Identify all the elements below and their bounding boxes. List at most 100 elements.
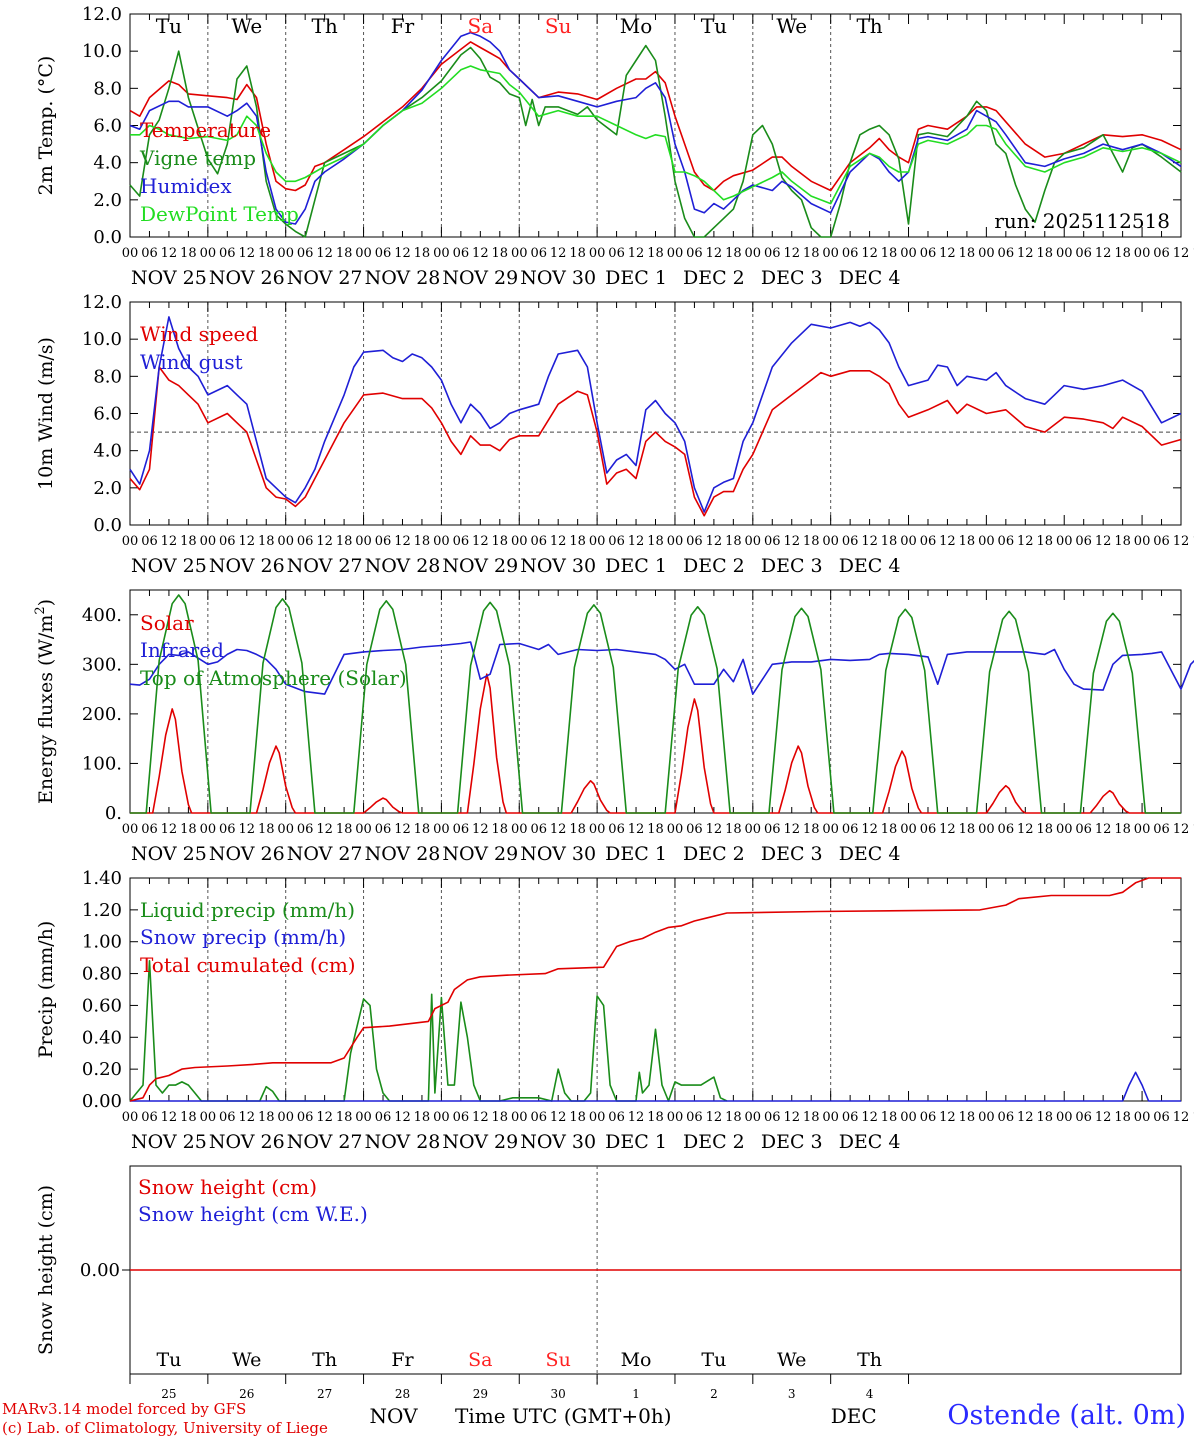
weekday-label: Tu <box>701 14 727 38</box>
legend-entry: Humidex <box>140 174 232 198</box>
hour-tick-label: 12 <box>783 822 800 837</box>
date-label: NOV 29 <box>442 555 518 577</box>
hour-tick-label: 06 <box>686 246 703 261</box>
y-axis-label-part: Energy fluxes (W/m <box>35 615 57 804</box>
date-label: NOV 25 <box>131 555 207 577</box>
hour-tick-label: 06 <box>1153 534 1170 549</box>
y-tick-label: 4.0 <box>93 153 122 174</box>
hour-tick-label: 12 <box>394 246 411 261</box>
hour-tick-label: 12 <box>1095 246 1112 261</box>
hour-tick-label: 18 <box>492 822 509 837</box>
y-tick-label: 12.0 <box>82 292 122 313</box>
day-number-label: 26 <box>239 1387 254 1401</box>
date-label: NOV 26 <box>209 1131 285 1153</box>
hour-tick-label: 18 <box>1192 534 1194 549</box>
hour-tick-label: 18 <box>336 246 353 261</box>
hour-tick-label: 06 <box>764 1110 781 1125</box>
hour-tick-label: 18 <box>258 534 275 549</box>
panel-precip: 00 06 12 18 00 06 12 18 00 06 12 18 00 06 12 18 00 06 12 18… <box>35 868 1194 1153</box>
hour-tick-label: 18 <box>647 246 664 261</box>
month-label-dec: DEC <box>831 1404 877 1428</box>
hour-tick-label: 18 <box>647 534 664 549</box>
date-label: NOV 30 <box>520 267 596 289</box>
y-tick-label: 1.40 <box>82 868 122 889</box>
hour-tick-label: 00 <box>433 1110 450 1125</box>
hour-tick-label: 00 <box>822 1110 839 1125</box>
hour-tick-label: 12 <box>939 246 956 261</box>
panel-snow-height: 0.00 Snow height (cm) Snow height (cm) Snow… <box>35 1165 1182 1386</box>
hour-tick-label: 06 <box>375 246 392 261</box>
hour-tick-label: 12 <box>706 822 723 837</box>
hour-tick-label: 06 <box>1153 1110 1170 1125</box>
hour-tick-label: 06 <box>375 534 392 549</box>
hour-tick-label: 18 <box>725 246 742 261</box>
y-tick-label: 0. <box>105 803 122 824</box>
hour-tick-label: 12 <box>706 534 723 549</box>
date-label: NOV 25 <box>131 843 207 865</box>
hour-tick-label: 12 <box>472 534 489 549</box>
hour-tick-label: 18 <box>725 822 742 837</box>
legend-entry: Temperature <box>140 118 271 142</box>
day-number-label: 3 <box>788 1387 796 1401</box>
hour-tick-label: 06 <box>998 246 1015 261</box>
hour-tick-label: 12 <box>861 1110 878 1125</box>
bottom-weekday-label: Fr <box>391 1349 414 1371</box>
hour-tick-label: 18 <box>1192 1110 1194 1125</box>
y-tick-label: 200. <box>82 704 122 725</box>
date-label: DEC 3 <box>761 1131 823 1153</box>
bottom-weekday-label: Tu <box>701 1349 726 1371</box>
hour-tick-label: 12 <box>1017 1110 1034 1125</box>
y-tick-label: 0.00 <box>80 1260 120 1281</box>
hour-tick-label: 12 <box>239 822 256 837</box>
hour-tick-label: 12 <box>316 822 333 837</box>
hour-tick-label: 18 <box>1114 1110 1131 1125</box>
hour-tick-label: 12 <box>239 246 256 261</box>
hour-tick-label: 18 <box>803 822 820 837</box>
series-line-wind-speed <box>129 366 1182 517</box>
weekday-label: Th <box>856 14 882 38</box>
hour-tick-label: 00 <box>1056 822 1073 837</box>
hour-tick-label: 06 <box>141 246 158 261</box>
weekday-label: Fr <box>391 14 415 38</box>
hour-tick-label: 12 <box>316 534 333 549</box>
legend-entry: Snow height (cm W.E.) <box>138 1202 368 1226</box>
hour-tick-label: 00 <box>978 822 995 837</box>
hour-tick-label: 18 <box>1114 246 1131 261</box>
bottom-weekday-label: Mo <box>621 1349 652 1371</box>
date-label: NOV 27 <box>287 1131 363 1153</box>
hour-tick-label: 00 <box>1056 246 1073 261</box>
hour-tick-label: 00 <box>1056 534 1073 549</box>
hour-tick-label: 00 <box>745 246 762 261</box>
date-label: NOV 26 <box>209 267 285 289</box>
y-tick-label: 4.0 <box>93 441 122 462</box>
date-label: DEC 3 <box>761 555 823 577</box>
hour-tick-label: 06 <box>608 822 625 837</box>
hour-tick-label: 18 <box>647 1110 664 1125</box>
hour-tick-label: 12 <box>316 1110 333 1125</box>
hour-tick-label: 12 <box>1017 246 1034 261</box>
hour-tick-label: 00 <box>122 534 139 549</box>
hour-tick-label: 00 <box>200 246 217 261</box>
bottom-weekday-label: We <box>232 1349 261 1371</box>
hour-tick-label: 06 <box>1153 822 1170 837</box>
date-label: DEC 2 <box>683 1131 745 1153</box>
date-label: NOV 29 <box>442 843 518 865</box>
weekday-label: Sa <box>468 14 494 38</box>
hour-tick-label: 18 <box>180 246 197 261</box>
hour-tick-label: 06 <box>608 246 625 261</box>
bottom-weekday-label: Th <box>312 1349 337 1371</box>
hour-tick-label: 06 <box>375 822 392 837</box>
hour-tick-label: 18 <box>725 534 742 549</box>
hour-tick-label: 18 <box>492 1110 509 1125</box>
hour-tick-label: 12 <box>628 534 645 549</box>
y-tick-label: 0.60 <box>82 995 122 1016</box>
hour-tick-label: 00 <box>667 1110 684 1125</box>
hour-tick-label: 12 <box>394 534 411 549</box>
hour-tick-label: 06 <box>842 1110 859 1125</box>
hour-tick-label: 06 <box>530 1110 547 1125</box>
hour-tick-label: 06 <box>842 822 859 837</box>
hour-tick-label: 00 <box>1134 1110 1151 1125</box>
bottom-weekday-label: We <box>777 1349 806 1371</box>
y-axis-label: 10m Wind (m/s) <box>35 337 57 490</box>
hour-tick-label: 06 <box>530 246 547 261</box>
